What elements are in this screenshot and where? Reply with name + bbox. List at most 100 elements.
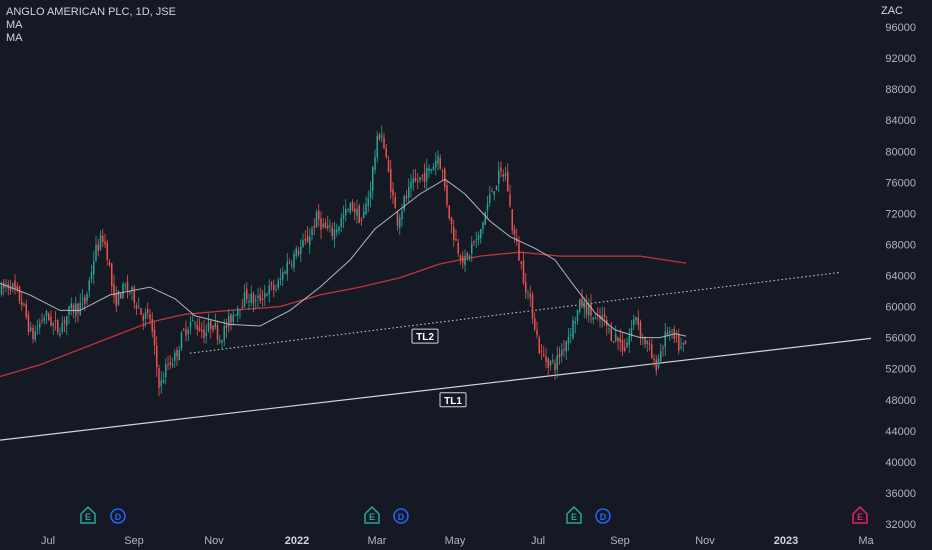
- symbol-title[interactable]: ANGLO AMERICAN PLC, 1D, JSE: [6, 6, 176, 18]
- candle-up: [138, 307, 140, 309]
- candle-up: [39, 323, 41, 328]
- candle-up: [275, 289, 277, 291]
- candle-up: [419, 176, 421, 181]
- candle-down: [147, 309, 149, 313]
- candle-down: [383, 137, 385, 149]
- candle-down: [111, 263, 113, 287]
- trendline-label[interactable]: TL2: [416, 332, 434, 343]
- candle-down: [466, 253, 468, 258]
- candle-up: [99, 235, 102, 250]
- trendline-tl1[interactable]: [0, 337, 872, 441]
- ma-indicator-label-1[interactable]: MA: [6, 19, 23, 31]
- y-axis-tick-label: 84000: [885, 115, 916, 127]
- candle-up: [437, 155, 439, 164]
- candle-up: [408, 187, 410, 198]
- chart-legend: ANGLO AMERICAN PLC, 1D, JSE MA MA: [6, 6, 176, 45]
- ma-indicator-label-2[interactable]: MA: [6, 32, 23, 44]
- dividend-marker[interactable]: [595, 508, 611, 524]
- candle-up: [680, 346, 682, 348]
- candle-up: [257, 296, 259, 298]
- event-marker-symbol: D: [398, 512, 405, 522]
- candle-down: [360, 219, 363, 221]
- candle-down: [104, 241, 106, 245]
- trendline-tl2[interactable]: [189, 271, 841, 354]
- candle-down: [624, 347, 626, 351]
- candle-down: [590, 303, 592, 316]
- y-axis-tick-label: 36000: [885, 488, 916, 500]
- candle-up: [243, 292, 246, 308]
- dividend-marker[interactable]: [110, 508, 126, 524]
- earnings-marker[interactable]: [364, 505, 380, 524]
- dividend-marker[interactable]: [393, 508, 409, 524]
- candle-up: [579, 299, 581, 312]
- candle-down: [25, 304, 27, 318]
- candle-up: [401, 210, 403, 220]
- candle-down: [678, 334, 680, 351]
- candle-up: [232, 314, 234, 322]
- candle-down: [158, 368, 160, 388]
- candle-up: [45, 310, 48, 316]
- candle-up: [338, 226, 340, 231]
- candle-up: [311, 228, 313, 236]
- event-marker-symbol: E: [85, 512, 91, 522]
- candle-down: [621, 340, 624, 352]
- y-axis-tick-label: 44000: [885, 426, 916, 438]
- candle-down: [385, 148, 387, 158]
- currency-label[interactable]: ZAC: [881, 5, 903, 17]
- candle-up: [95, 245, 97, 261]
- candle-down: [50, 316, 52, 326]
- candle-down: [151, 319, 153, 332]
- candle-up: [633, 319, 635, 325]
- ma-slow-line: [0, 251, 687, 378]
- upcoming-earnings-marker[interactable]: [852, 505, 868, 524]
- candle-up: [356, 208, 358, 216]
- y-axis-tick-label: 88000: [885, 84, 916, 96]
- earnings-marker[interactable]: [566, 505, 582, 524]
- candle-up: [475, 239, 477, 241]
- candle-down: [675, 336, 678, 338]
- candle-up: [635, 316, 637, 321]
- candle-down: [115, 293, 117, 307]
- candle-up: [682, 343, 684, 345]
- candle-down: [54, 320, 57, 322]
- candle-up: [369, 191, 372, 198]
- candle-up: [268, 285, 270, 294]
- candle-down: [520, 261, 522, 264]
- candle-down: [252, 293, 255, 304]
- candle-down: [327, 225, 329, 229]
- candle-down: [653, 358, 655, 360]
- candle-up: [171, 363, 174, 366]
- candle-down: [525, 282, 527, 293]
- candle-down: [540, 350, 543, 352]
- candle-up: [340, 218, 342, 227]
- candle-down: [563, 349, 565, 351]
- candle-down: [392, 188, 394, 196]
- candle-down: [450, 217, 453, 225]
- candle-up: [608, 328, 610, 330]
- trendline-label[interactable]: TL1: [444, 396, 462, 407]
- candle-up: [223, 326, 225, 341]
- candle-down: [41, 320, 43, 322]
- candle-down: [531, 294, 534, 319]
- earnings-marker[interactable]: [80, 505, 96, 524]
- candle-down: [106, 242, 108, 260]
- candle-down: [210, 320, 212, 329]
- candle-down: [511, 209, 513, 231]
- candle-up: [583, 301, 585, 309]
- candle-down: [102, 235, 104, 242]
- candle-down: [405, 195, 408, 199]
- candle-up: [527, 293, 529, 295]
- candle-up: [234, 314, 237, 316]
- candle-down: [185, 328, 187, 336]
- candle-down: [9, 286, 12, 291]
- candle-up: [567, 336, 570, 344]
- candle-up: [61, 323, 63, 332]
- candle-up: [86, 294, 88, 302]
- candle-down: [97, 244, 99, 251]
- candle-up: [131, 287, 133, 291]
- candle-up: [194, 322, 196, 324]
- candle-up: [646, 340, 648, 345]
- candle-down: [610, 328, 612, 341]
- ma-fast-line: [0, 178, 687, 339]
